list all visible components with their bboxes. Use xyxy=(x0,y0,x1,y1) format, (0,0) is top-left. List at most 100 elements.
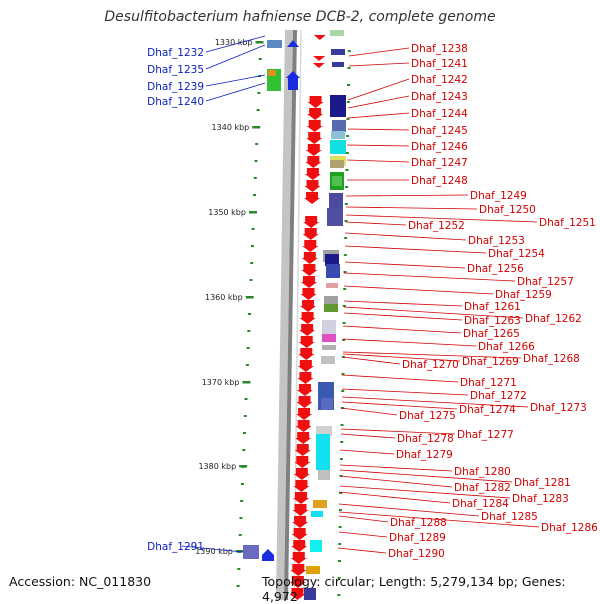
gene-arrow xyxy=(307,96,324,108)
minor-tick xyxy=(343,254,347,256)
minor-tick xyxy=(338,509,342,511)
annotation-box xyxy=(306,566,320,574)
accession-text: Accession: NC_011830 xyxy=(9,574,152,589)
gene-label-left: Dhaf_1239 xyxy=(147,81,204,93)
leader-line xyxy=(340,428,456,435)
gene-arrow xyxy=(302,228,319,240)
gene-label-right: Dhaf_1284 xyxy=(452,498,509,510)
leader-line xyxy=(347,95,410,109)
gene-arrow xyxy=(289,588,306,600)
major-tick xyxy=(235,550,244,553)
annotation-box xyxy=(324,296,338,304)
gene-label-right: Dhaf_1279 xyxy=(396,449,453,461)
gene-label-right: Dhaf_1265 xyxy=(463,328,520,340)
annotation-box xyxy=(316,426,332,436)
minor-tick xyxy=(346,118,350,120)
leader-line xyxy=(338,503,480,517)
gene-arrow xyxy=(292,516,309,528)
gene-label-right: Dhaf_1262 xyxy=(525,313,582,325)
reverse-gene-arrow xyxy=(262,549,274,561)
left-gene-labels: Dhaf_1232 Dhaf_1235 Dhaf_1239 Dhaf_1240 Dhaf… xyxy=(147,35,266,553)
gene-label-left: Dhaf_1240 xyxy=(147,96,204,108)
gene-arrow xyxy=(293,468,310,480)
minor-tick xyxy=(343,271,347,273)
gene-label-right: Dhaf_1252 xyxy=(408,220,465,232)
leader-line xyxy=(205,74,266,87)
gene-arrow xyxy=(292,492,309,504)
leader-line xyxy=(205,44,266,70)
leader-line xyxy=(345,194,469,197)
minor-tick xyxy=(238,534,242,536)
annotation-box xyxy=(304,588,316,600)
reverse-gene-arrow xyxy=(287,40,299,47)
tick-label: 1360 kbp xyxy=(205,293,243,302)
gene-arrow xyxy=(306,120,323,132)
gene-label-right: Dhaf_1263 xyxy=(464,315,521,327)
leader-line xyxy=(344,232,467,241)
gene-label-right: Dhaf_1271 xyxy=(460,377,517,389)
leader-line xyxy=(343,300,463,307)
gene-arrow xyxy=(304,192,321,204)
leader-line xyxy=(181,545,244,553)
gene-label-right: Dhaf_1244 xyxy=(411,108,468,120)
gene-arrow xyxy=(292,504,309,516)
major-tick xyxy=(245,296,254,299)
gene-arrow xyxy=(306,132,323,144)
minor-tick xyxy=(244,398,248,400)
gene-label-right: Dhaf_1245 xyxy=(411,125,468,137)
leader-line xyxy=(347,112,410,119)
gene-label-right: Dhaf_1259 xyxy=(495,289,552,301)
minor-tick xyxy=(345,186,349,188)
gene-label-right: Dhaf_1270 xyxy=(402,359,459,371)
annotation-box xyxy=(331,49,345,55)
gene-label-right: Dhaf_1288 xyxy=(390,517,447,529)
leader-line xyxy=(341,401,458,410)
minor-tick xyxy=(337,577,341,579)
annotation-box xyxy=(326,283,338,288)
gene-label-right: Dhaf_1278 xyxy=(397,433,454,445)
leader-line xyxy=(346,159,410,163)
minor-tick xyxy=(258,58,262,60)
gene-arrow xyxy=(290,564,307,576)
gene-arrow xyxy=(296,384,313,396)
minor-tick xyxy=(246,347,250,349)
gene-arrow xyxy=(303,216,320,228)
gene-arrow xyxy=(294,456,311,468)
leader-line xyxy=(343,285,494,295)
minor-tick xyxy=(339,458,343,460)
gene-label-right: Dhaf_1272 xyxy=(470,390,527,402)
minor-tick xyxy=(255,143,259,145)
gene-label-left: Dhaf_1232 xyxy=(147,47,204,59)
minor-tick xyxy=(338,543,342,545)
leader-line xyxy=(339,485,511,499)
minor-tick xyxy=(242,449,246,451)
gene-tracks xyxy=(243,29,346,600)
leader-line xyxy=(342,356,401,365)
gene-label-right: Dhaf_1280 xyxy=(454,466,511,478)
gene-arrow xyxy=(298,336,315,348)
leader-line xyxy=(342,353,461,362)
gene-arrow xyxy=(304,180,321,192)
backbone-shadow xyxy=(276,29,293,600)
gene-arrow xyxy=(295,420,312,432)
minor-tick xyxy=(245,364,249,366)
gene-label-right: Dhaf_1249 xyxy=(470,190,527,202)
leader-line xyxy=(337,547,387,554)
annotation-box xyxy=(321,356,335,364)
minor-tick xyxy=(345,169,349,171)
annotation-box xyxy=(310,540,322,552)
gene-label-right: Dhaf_1248 xyxy=(411,175,468,187)
gene-label-right: Dhaf_1286 xyxy=(541,522,598,534)
leader-line xyxy=(345,221,407,226)
gene-label-right: Dhaf_1289 xyxy=(389,532,446,544)
minor-tick xyxy=(342,305,346,307)
minor-tick xyxy=(341,373,345,375)
gene-label-right: Dhaf_1250 xyxy=(479,204,536,216)
minor-tick xyxy=(342,322,346,324)
gene-arrow xyxy=(295,432,312,444)
right-gene-labels: Dhaf_1238 Dhaf_1241 Dhaf_1242 Dhaf_1243 Dhaf… xyxy=(337,43,598,560)
leader-line xyxy=(343,306,524,319)
minor-tick xyxy=(340,424,344,426)
gene-label-right: Dhaf_1290 xyxy=(388,548,445,560)
